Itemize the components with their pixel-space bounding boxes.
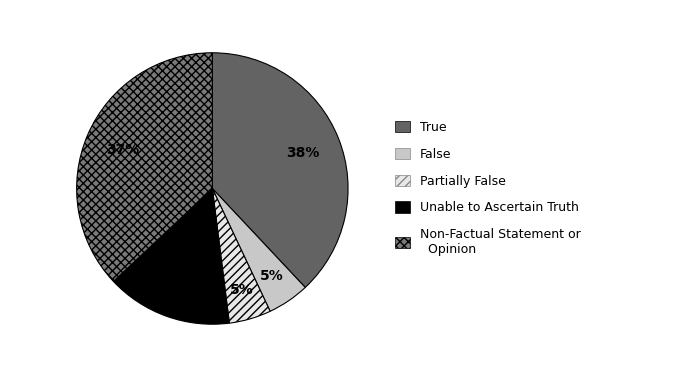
Wedge shape bbox=[212, 188, 306, 311]
Legend: True, False, Partially False, Unable to Ascertain Truth, Non-Factual Statement o: True, False, Partially False, Unable to … bbox=[388, 115, 586, 262]
Wedge shape bbox=[77, 53, 212, 281]
Text: 37%: 37% bbox=[106, 143, 139, 157]
Text: 38%: 38% bbox=[286, 146, 320, 159]
Text: 5%: 5% bbox=[230, 283, 253, 297]
Wedge shape bbox=[114, 188, 229, 324]
Text: 5%: 5% bbox=[260, 269, 284, 283]
Wedge shape bbox=[212, 53, 348, 287]
Text: 15%: 15% bbox=[162, 273, 196, 287]
Wedge shape bbox=[212, 188, 270, 323]
